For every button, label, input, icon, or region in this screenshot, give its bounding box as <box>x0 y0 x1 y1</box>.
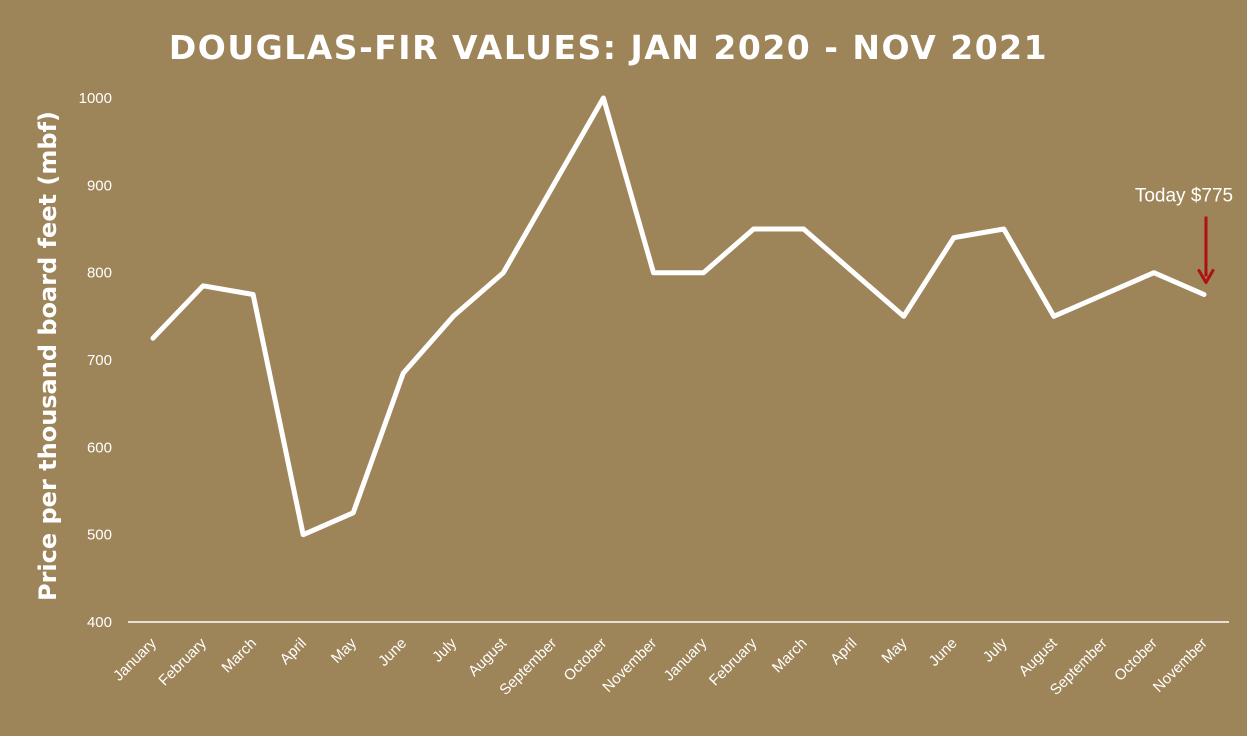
x-tick-label: August <box>1016 634 1062 680</box>
data-point <box>451 314 456 319</box>
data-point <box>1201 292 1207 297</box>
data-point <box>701 270 706 275</box>
x-tick-label: July <box>980 634 1011 665</box>
data-point <box>150 335 156 341</box>
data-point <box>1101 292 1107 297</box>
data-point <box>801 226 806 232</box>
data-point <box>1001 226 1006 232</box>
data-point <box>851 270 856 275</box>
x-tick-label: June <box>926 635 961 670</box>
x-tick-label: May <box>878 634 910 666</box>
data-point <box>351 510 356 516</box>
data-point <box>1151 270 1157 275</box>
data-point <box>1051 314 1057 319</box>
y-tick-label: 400 <box>87 614 112 631</box>
y-tick-label: 500 <box>87 527 112 544</box>
y-tick-label: 800 <box>87 265 112 282</box>
x-tick-label: August <box>465 634 511 680</box>
x-tick-label: May <box>328 634 360 666</box>
data-point <box>300 532 306 537</box>
x-tick-label: April <box>277 635 310 668</box>
data-point <box>501 270 506 275</box>
data-point <box>401 370 406 376</box>
y-axis-label: Price per thousand board feet (mbf) <box>34 111 62 601</box>
x-tick-label: March <box>218 635 259 676</box>
series-line <box>150 95 1207 538</box>
data-point <box>200 283 206 288</box>
data-point <box>651 270 656 275</box>
y-tick-label: 1000 <box>79 90 112 107</box>
x-tick-label: June <box>375 635 410 670</box>
drop-lines <box>152 98 1205 622</box>
x-tick-label: January <box>661 634 711 684</box>
data-point <box>951 235 956 240</box>
x-tick-label: January <box>110 634 160 684</box>
annotation-arrow-icon <box>1197 269 1215 284</box>
x-tick-label: March <box>769 635 810 676</box>
y-tick-label: 600 <box>87 439 112 456</box>
x-tick-label: October <box>561 635 611 685</box>
x-tick-label: November <box>599 635 660 696</box>
y-tick-label: 900 <box>87 177 112 194</box>
x-tick-label: February <box>706 634 761 689</box>
series-polyline <box>150 95 1207 538</box>
data-point <box>901 314 906 319</box>
chart-title: DOUGLAS-FIR VALUES: JAN 2020 - NOV 2021 <box>168 28 1049 67</box>
x-tick-label: July <box>429 634 460 665</box>
x-tick-label: February <box>155 634 210 689</box>
x-tick-label: April <box>827 635 860 668</box>
data-point <box>551 183 556 188</box>
x-tick-label: October <box>1111 635 1161 685</box>
y-axis-ticks: 400 500 600 700 800 900 1000 <box>79 90 112 631</box>
data-point <box>751 226 756 232</box>
data-point <box>250 292 256 297</box>
annotation-label: Today $775 <box>1135 186 1233 207</box>
data-point <box>601 95 606 101</box>
y-tick-label: 700 <box>87 352 112 369</box>
annotation: Today $775 <box>1135 186 1233 284</box>
x-tick-label: November <box>1150 635 1211 696</box>
